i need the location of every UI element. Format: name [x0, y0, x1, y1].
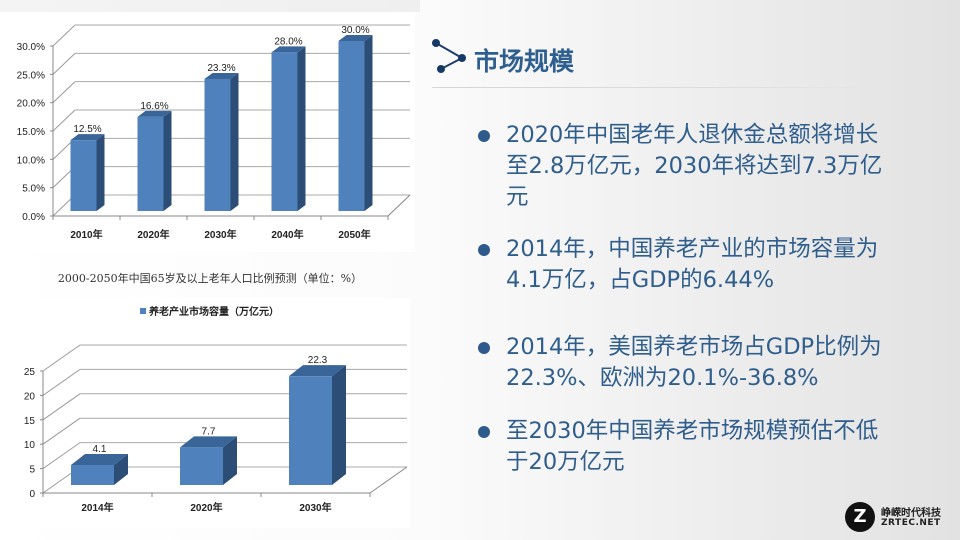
bullet-line: 2014年，中国养老产业的市场容量为: [506, 236, 879, 262]
bullet-line: 至2030年中国养老市场规模预估不低: [506, 418, 879, 444]
y-tick-label: 25.0%: [17, 70, 45, 81]
y-tick-label: 0.0%: [22, 212, 45, 223]
bullet-line: 于20万亿元: [506, 449, 625, 475]
data-label: 7.7: [202, 426, 216, 437]
data-label: 23.3%: [207, 63, 235, 74]
bar: [70, 134, 105, 211]
bar: [289, 365, 346, 485]
bullet-dot-icon: [478, 342, 490, 354]
elderly-population-ratio-chart: 0.0% 5.0% 10.0% 15.0% 20.0% 25.0% 30.0% 12.5% 20…: [0, 12, 415, 252]
y-tick-label: 5: [29, 465, 35, 476]
bullet-item: 2014年，中国养老产业的市场容量为 4.1万亿，占GDP的6.44%: [476, 234, 916, 296]
chart-1-caption: 2000-2050年中国65岁及以上老年人口比例预测（单位：%）: [57, 272, 363, 285]
logo-name-en: ZRTEC.NET: [881, 518, 941, 528]
elderly-industry-market-chart: 养老产业市场容量（万亿元） 0 5 10 15 20 25 4.1 2014年 7.7 2020年 2…: [0, 298, 410, 528]
category-label: 2010年: [70, 228, 102, 241]
y-tick-label: 10: [24, 440, 36, 451]
bullet-item: 2020年中国老年人退休金总额将增长 至2.8万亿元，2030年将达到7.3万亿…: [476, 120, 916, 213]
bar: [204, 72, 239, 211]
data-label: 16.6%: [140, 101, 168, 112]
bullet-item: 至2030年中国养老市场规模预估不低 于20万亿元: [476, 416, 916, 478]
bullet-line: 2020年中国老年人退休金总额将增长: [506, 122, 879, 148]
image-top-strip: [0, 0, 420, 12]
title-divider: [432, 87, 872, 88]
page-title: 市场规模: [474, 47, 575, 76]
bar: [137, 110, 172, 211]
company-logo: Z 峥嵘时代科技 ZRTEC.NET: [845, 500, 955, 536]
bar: [271, 46, 306, 212]
bullet-line: 元: [506, 184, 529, 210]
y-tick-label: 20: [24, 391, 36, 402]
logo-name-cn: 峥嵘时代科技: [881, 508, 941, 519]
bar: [180, 436, 237, 485]
category-label: 2050年: [338, 228, 370, 241]
bullet-line: 至2.8万亿元，2030年将达到7.3万亿: [506, 153, 883, 179]
bullet-item: 2014年，美国养老市场占GDP比例为 22.3%、欧洲为20.1%-36.8%: [476, 332, 916, 394]
bullet-dot-icon: [478, 130, 490, 142]
svg-text:养老产业市场容量（万亿元）: 养老产业市场容量（万亿元）: [148, 305, 279, 318]
chart-2-canvas: 养老产业市场容量（万亿元） 0 5 10 15 20 25 4.1 2014年 7.7 2020年 2…: [24, 305, 408, 514]
y-tick-label: 10.0%: [17, 155, 45, 166]
bar: [338, 35, 373, 211]
bullet-line: 22.3%、欧洲为20.1%-36.8%: [506, 365, 819, 391]
bullet-line: 2014年，美国养老市场占GDP比例为: [506, 334, 882, 360]
category-label: 2020年: [190, 501, 222, 514]
bullet-line: 4.1万亿，占GDP的6.44%: [506, 267, 775, 293]
y-tick-label: 15: [24, 416, 36, 427]
y-tick-label: 5.0%: [22, 184, 45, 195]
logo-z-icon: Z: [845, 502, 875, 532]
category-label: 2030年: [204, 228, 236, 241]
y-tick-label: 0: [29, 489, 35, 500]
y-tick-label: 30.0%: [17, 42, 45, 53]
bar: [71, 453, 128, 485]
category-label: 2020年: [137, 228, 169, 241]
data-label: 22.3: [308, 355, 328, 366]
data-label: 12.5%: [73, 124, 101, 135]
bullet-dot-icon: [478, 244, 490, 256]
data-label: 28.0%: [274, 36, 302, 47]
bullet-dot-icon: [478, 426, 490, 438]
data-label: 4.1: [93, 444, 107, 455]
category-label: 2040年: [271, 228, 303, 241]
chart-legend: 养老产业市场容量（万亿元）: [140, 305, 279, 318]
y-tick-label: 20.0%: [17, 99, 45, 110]
y-tick-label: 25: [24, 367, 36, 378]
chart-1-canvas: 0.0% 5.0% 10.0% 15.0% 20.0% 25.0% 30.0% 12.5% 20…: [17, 24, 411, 241]
y-tick-label: 15.0%: [17, 127, 45, 138]
network-nodes-icon: [432, 39, 466, 73]
category-label: 2014年: [81, 501, 113, 514]
category-label: 2030年: [299, 501, 331, 514]
data-label: 30.0%: [341, 25, 369, 36]
